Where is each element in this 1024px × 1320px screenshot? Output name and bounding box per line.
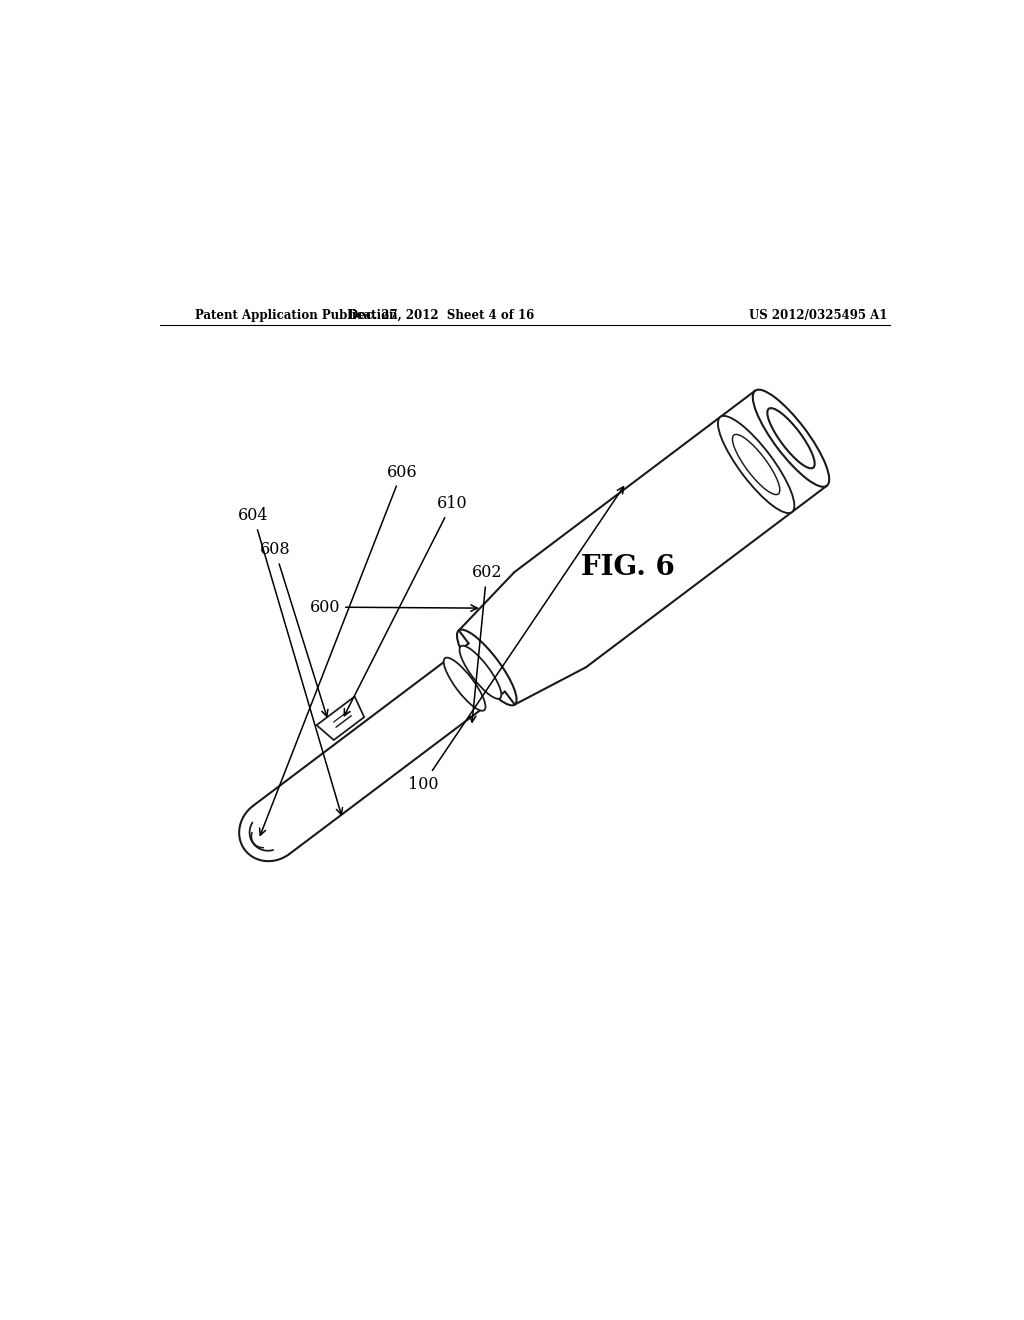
Text: 602: 602 <box>470 565 502 722</box>
Ellipse shape <box>718 416 795 513</box>
Text: FIG. 6: FIG. 6 <box>581 554 675 581</box>
Ellipse shape <box>767 408 815 469</box>
Ellipse shape <box>732 434 780 495</box>
Text: 604: 604 <box>239 507 342 814</box>
Ellipse shape <box>443 657 485 710</box>
Text: 608: 608 <box>259 541 328 717</box>
Text: 600: 600 <box>309 598 477 615</box>
Ellipse shape <box>460 645 502 698</box>
Text: US 2012/0325495 A1: US 2012/0325495 A1 <box>750 309 888 322</box>
Text: 100: 100 <box>408 487 624 792</box>
Text: Patent Application Publication: Patent Application Publication <box>196 309 398 322</box>
Text: 610: 610 <box>344 495 467 715</box>
Text: Dec. 27, 2012  Sheet 4 of 16: Dec. 27, 2012 Sheet 4 of 16 <box>348 309 535 322</box>
Ellipse shape <box>457 630 516 705</box>
Text: 606: 606 <box>259 463 417 836</box>
